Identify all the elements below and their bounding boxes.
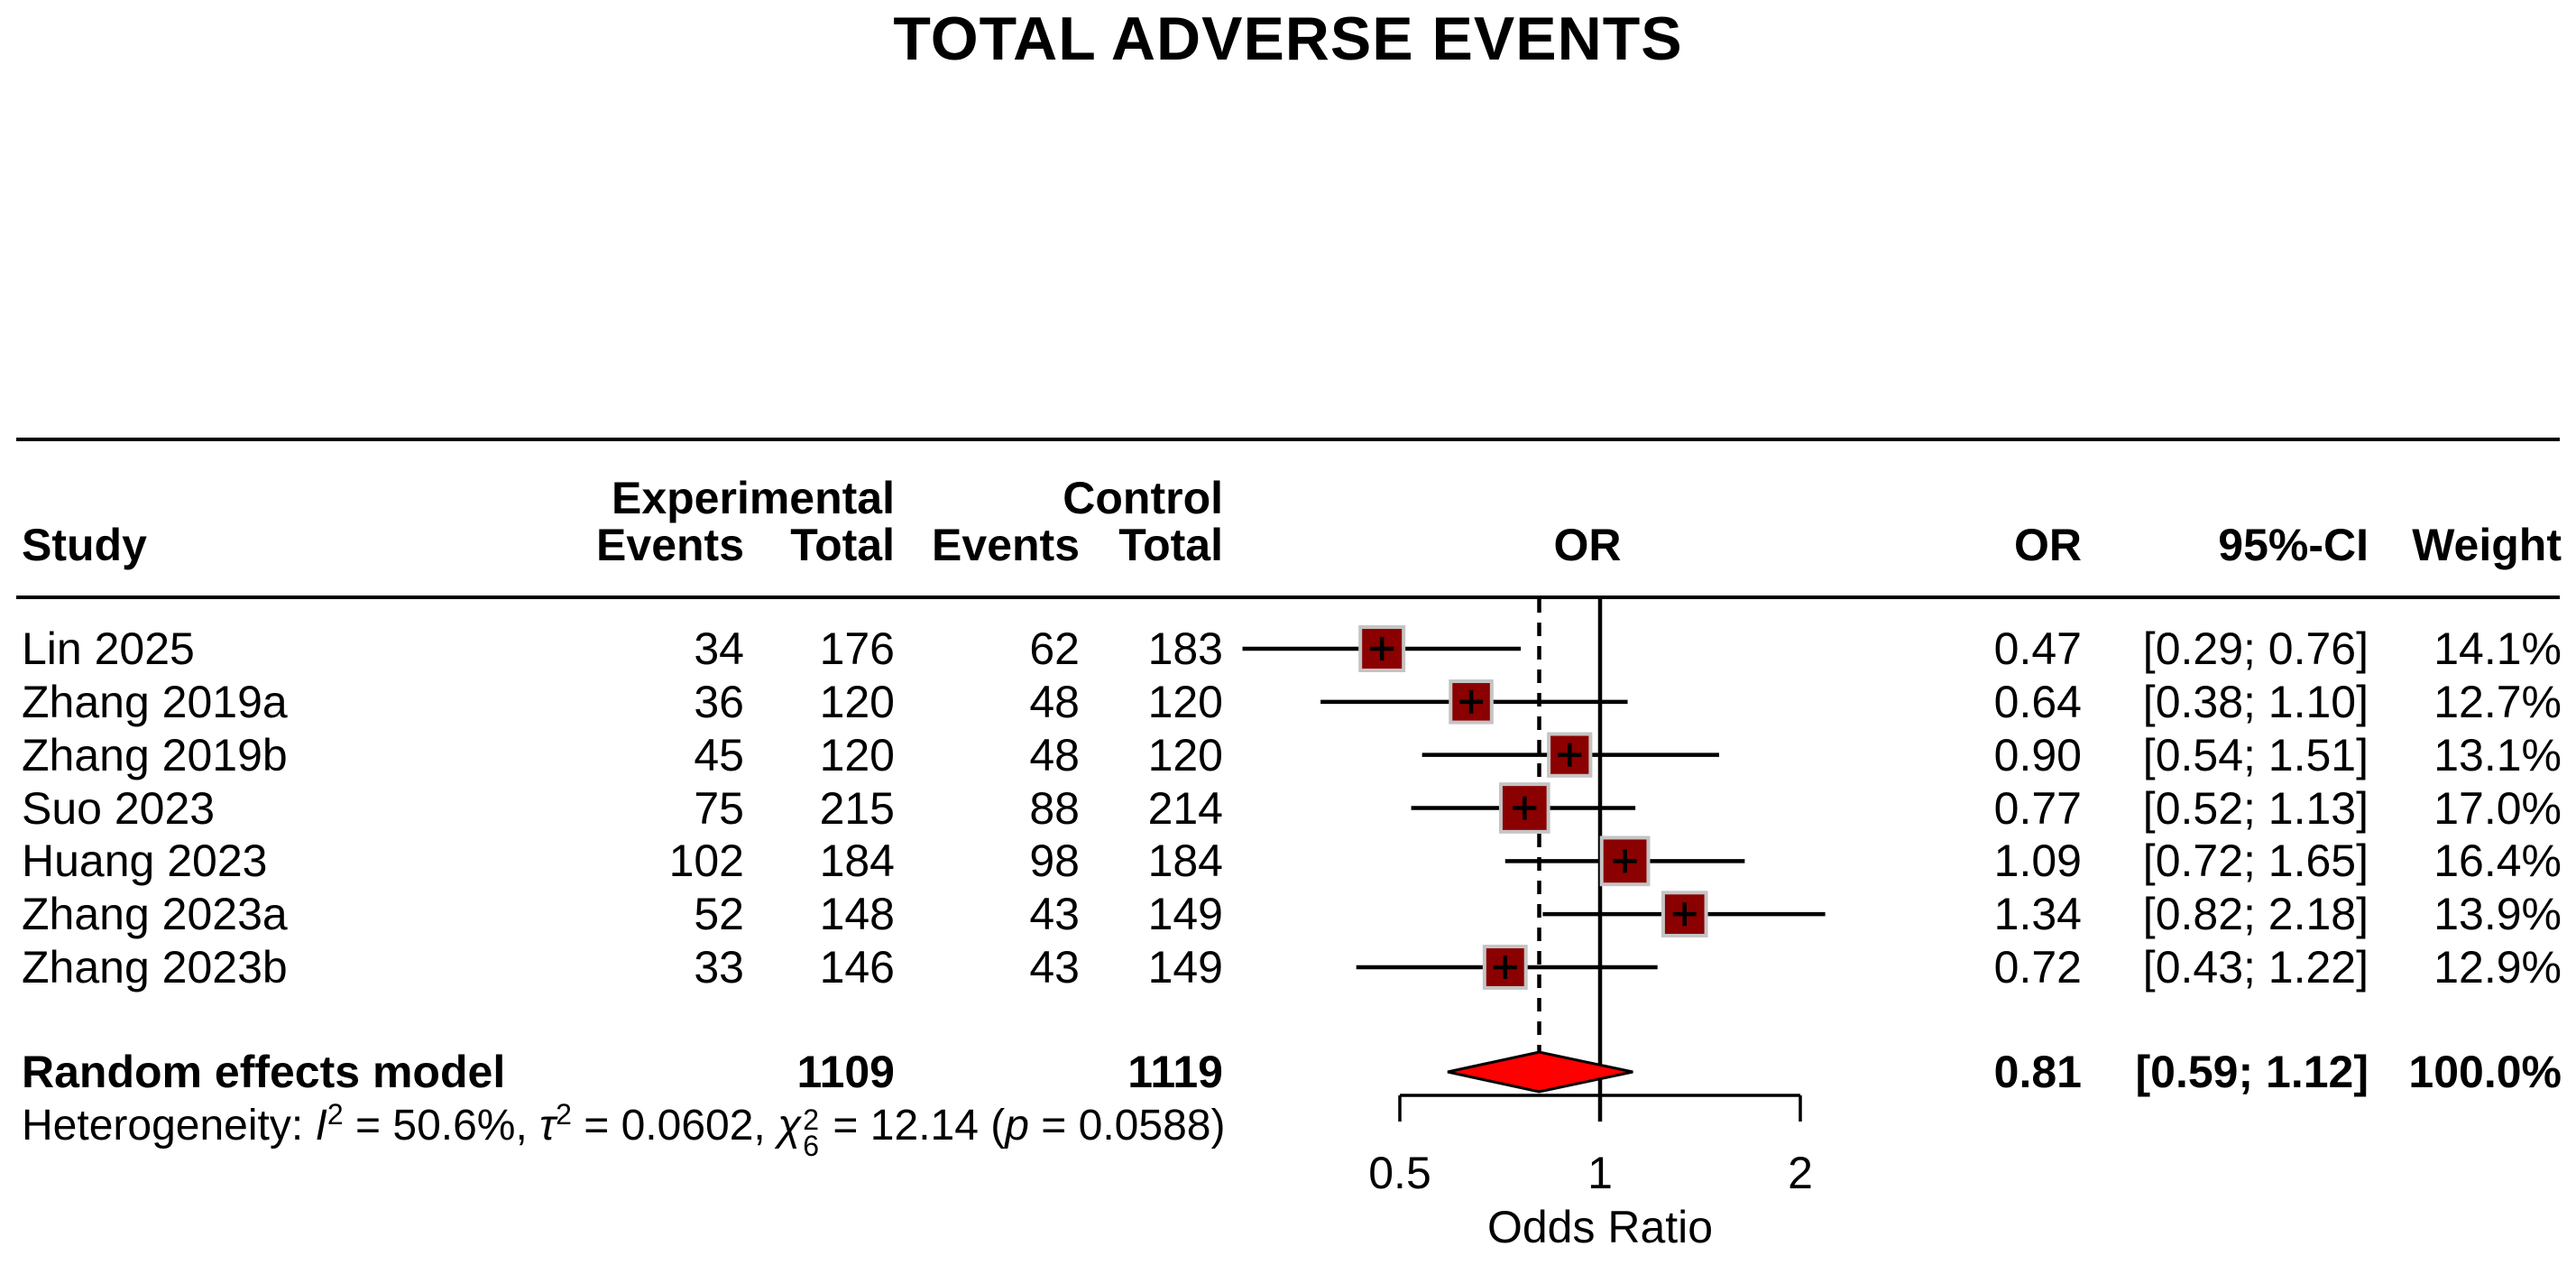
exp-total-value: 146	[819, 942, 895, 993]
exp-events-value: 45	[694, 730, 744, 780]
header-or-plot: OR	[1553, 520, 1622, 570]
exp-events-value: 33	[694, 942, 744, 993]
or-value: 0.90	[1993, 730, 2082, 780]
ci-value: [0.38; 1.10]	[2142, 677, 2369, 727]
ci-value: [0.52; 1.13]	[2142, 783, 2369, 834]
effect-square	[1547, 732, 1593, 778]
ctrl-total-value: 149	[1147, 889, 1223, 939]
axis-tick-label: 0.5	[1368, 1148, 1431, 1198]
ctrl-events-value: 62	[1029, 623, 1080, 674]
study-name: Zhang 2023b	[22, 942, 288, 993]
effect-square	[1449, 679, 1494, 725]
header-experimental: Experimental	[611, 473, 895, 523]
study-name: Huang 2023	[22, 836, 268, 886]
ci-value: [0.43; 1.22]	[2142, 942, 2369, 993]
exp-events-value: 34	[694, 623, 744, 674]
pooled-exp-total: 1109	[796, 1047, 895, 1097]
exp-total-value: 215	[819, 783, 895, 834]
weight-value: 12.7%	[2433, 677, 2562, 727]
header-weight-column: Weight	[2412, 520, 2562, 570]
header-study: Study	[22, 520, 147, 570]
pooled-ci-value: [0.59; 1.12]	[2135, 1047, 2369, 1097]
weight-value: 13.1%	[2433, 730, 2562, 780]
exp-total-value: 120	[819, 730, 895, 780]
header-ctrl-total: Total	[1118, 520, 1223, 570]
exp-events-value: 75	[694, 783, 744, 834]
weight-value: 13.9%	[2433, 889, 2562, 939]
pooled-diamond	[1447, 1050, 1633, 1094]
effect-square	[1482, 945, 1528, 990]
exp-events-value: 36	[694, 677, 744, 727]
weight-value: 14.1%	[2433, 623, 2562, 674]
ctrl-events-value: 48	[1029, 677, 1080, 727]
ctrl-total-value: 120	[1147, 730, 1223, 780]
ctrl-events-value: 48	[1029, 730, 1080, 780]
study-name: Lin 2025	[22, 623, 195, 674]
or-value: 0.77	[1993, 783, 2082, 834]
weight-value: 12.9%	[2433, 942, 2562, 993]
ci-value: [0.82; 2.18]	[2142, 889, 2369, 939]
header-exp-events: Events	[596, 520, 744, 570]
or-value: 0.64	[1993, 677, 2082, 727]
weight-value: 17.0%	[2433, 783, 2562, 834]
ctrl-total-value: 120	[1147, 677, 1223, 727]
effect-square	[1358, 625, 1406, 672]
axis-title: Odds Ratio	[1486, 1202, 1714, 1252]
or-value: 0.47	[1993, 623, 2082, 674]
exp-total-value: 120	[819, 677, 895, 727]
pooled-ctrl-total: 1119	[1127, 1047, 1223, 1097]
study-name: Zhang 2019b	[22, 730, 288, 780]
exp-total-value: 176	[819, 623, 895, 674]
ctrl-total-value: 183	[1147, 623, 1223, 674]
study-name: Suo 2023	[22, 783, 216, 834]
header-exp-total: Total	[790, 520, 895, 570]
ctrl-events-value: 43	[1029, 889, 1080, 939]
ci-value: [0.54; 1.51]	[2142, 730, 2369, 780]
axis-tick-label: 2	[1788, 1148, 1813, 1198]
header-or-column: OR	[2014, 520, 2082, 570]
axis-tick-label: 1	[1587, 1148, 1613, 1198]
exp-total-value: 184	[819, 836, 895, 886]
study-name: Zhang 2023a	[22, 889, 288, 939]
exp-total-value: 148	[819, 889, 895, 939]
ctrl-total-value: 214	[1147, 783, 1223, 834]
ctrl-total-value: 184	[1147, 836, 1223, 886]
header-control: Control	[1063, 473, 1223, 523]
ctrl-events-value: 43	[1029, 942, 1080, 993]
pooled-or-value: 0.81	[1993, 1047, 2082, 1097]
ctrl-events-value: 88	[1029, 783, 1080, 834]
pooled-weight-value: 100.0%	[2408, 1047, 2562, 1097]
heterogeneity-text: Heterogeneity: I2 = 50.6%, τ2 = 0.0602, …	[22, 1098, 1226, 1162]
effect-square	[1599, 836, 1651, 887]
ctrl-total-value: 149	[1147, 942, 1223, 993]
or-value: 1.09	[1993, 836, 2082, 886]
page-title: TOTAL ADVERSE EVENTS	[893, 5, 1683, 73]
effect-square	[1661, 891, 1708, 937]
ci-value: [0.29; 0.76]	[2142, 623, 2369, 674]
header-ci-column: 95%-CI	[2218, 520, 2369, 570]
weight-value: 16.4%	[2433, 836, 2562, 886]
effect-square	[1498, 782, 1550, 834]
or-value: 1.34	[1993, 889, 2082, 939]
exp-events-value: 102	[668, 836, 744, 886]
ci-value: [0.72; 1.65]	[2142, 836, 2369, 886]
study-name: Zhang 2019a	[22, 677, 288, 727]
or-value: 0.72	[1993, 942, 2082, 993]
header-ctrl-events: Events	[932, 520, 1080, 570]
exp-events-value: 52	[694, 889, 744, 939]
ctrl-events-value: 98	[1029, 836, 1080, 886]
pooled-model-label: Random effects model	[22, 1047, 506, 1097]
